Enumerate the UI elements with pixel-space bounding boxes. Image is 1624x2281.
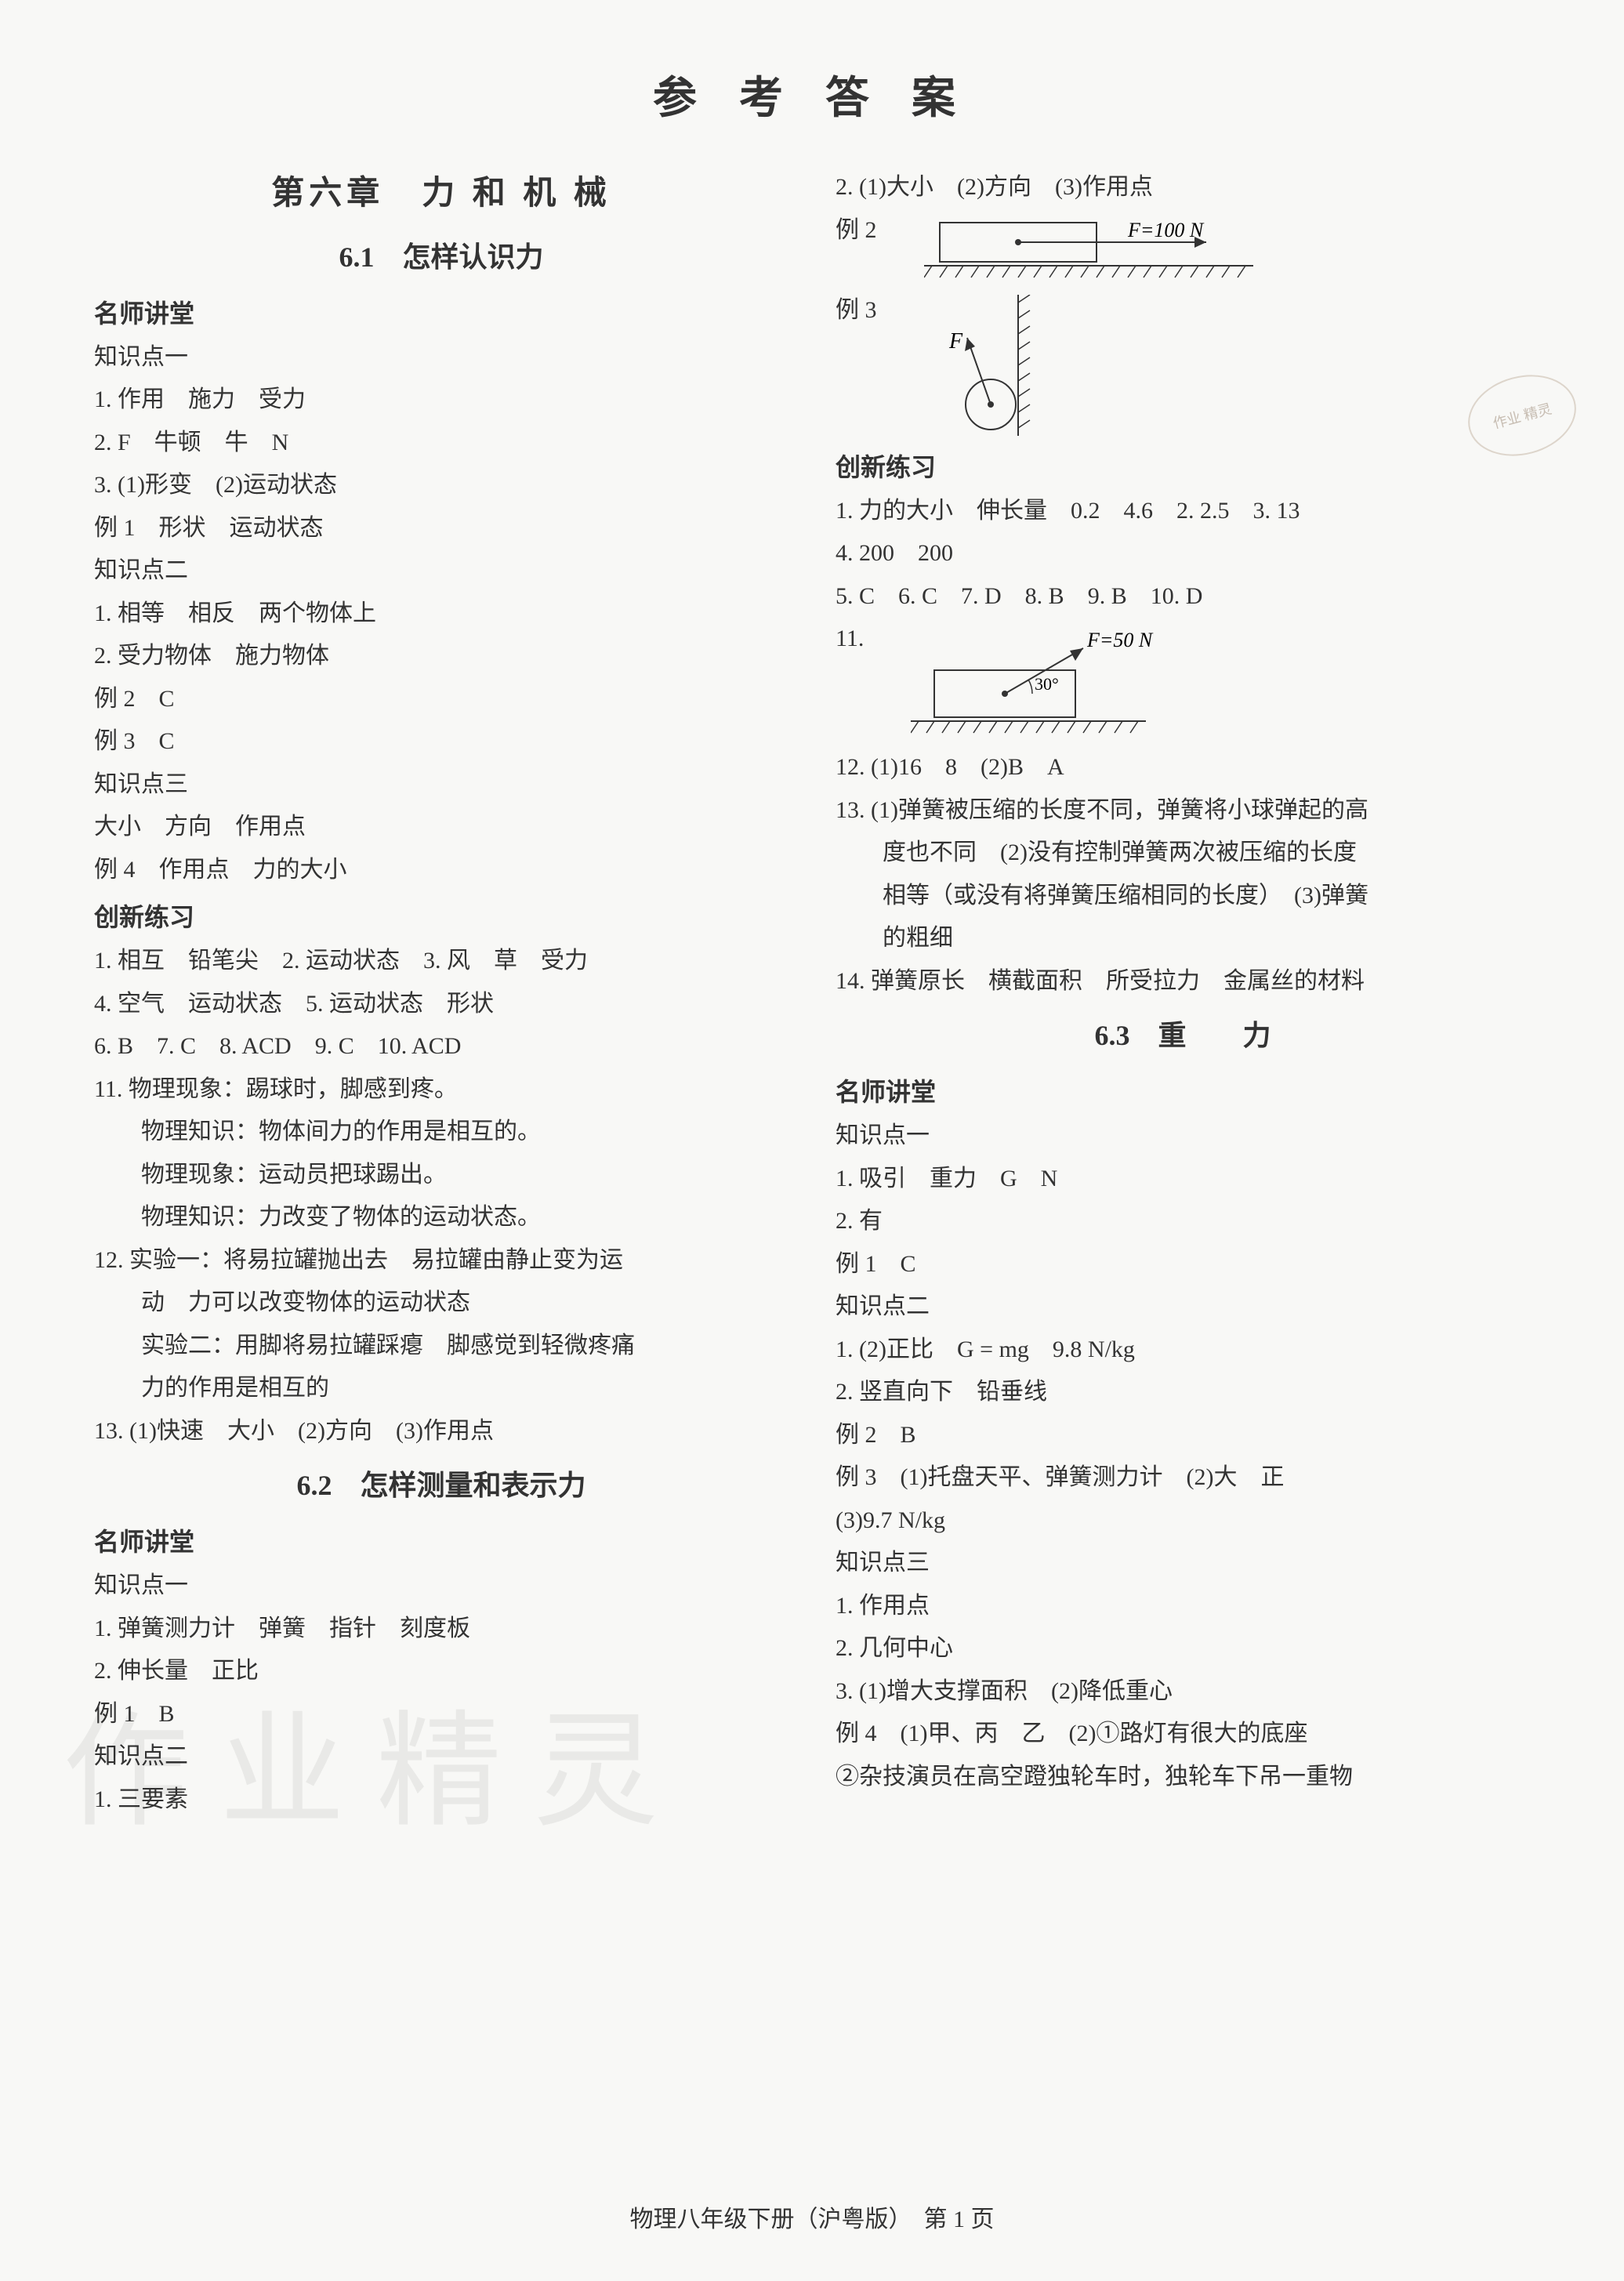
ans-line: 例 3 C [94, 721, 788, 763]
kp2: 知识点二 [836, 1286, 1530, 1328]
ans-line: 例 4 作用点 力的大小 [94, 850, 788, 891]
kp1: 知识点一 [94, 337, 788, 379]
ans-line: 2. (1)大小 (2)方向 (3)作用点 [836, 167, 1530, 209]
angle-label: 30° [1035, 674, 1059, 694]
ans-line: 力的作用是相互的 [94, 1368, 788, 1409]
ans-line: 大小 方向 作用点 [94, 807, 788, 848]
ans-line: 3. (1)形变 (2)运动状态 [94, 465, 788, 506]
example-2-label: 例 2 [836, 210, 877, 252]
ans-line: 4. 200 200 [836, 533, 1530, 575]
ans-line: 例 1 B [94, 1694, 788, 1735]
page: 参 考 答 案 第六章 力 和 机 械 6.1 怎样认识力 名师讲堂 知识点一 … [0, 0, 1624, 2281]
ans-line: 例 2 B [836, 1415, 1530, 1456]
ans-line: 2. 几何中心 [836, 1628, 1530, 1670]
ans-line: 11. 物理现象：踢球时，脚感到疼。 [94, 1069, 788, 1111]
ans-line: 1. 三要素 [94, 1779, 788, 1821]
heading-msjt: 名师讲堂 [836, 1070, 1530, 1114]
ans-line: 相等（或没有将弹簧压缩相同的长度） (3)弹簧 [836, 876, 1530, 917]
ans-line: 例 4 (1)甲、丙 乙 (2)①路灯有很大的底座 [836, 1713, 1530, 1755]
ans-line: 1. (2)正比 G = mg 9.8 N/kg [836, 1329, 1530, 1371]
kp3: 知识点三 [94, 764, 788, 806]
ans-line: 2. 伸长量 正比 [94, 1651, 788, 1692]
ans-line: 5. C 6. C 7. D 8. B 9. B 10. D [836, 576, 1530, 618]
force-label: F=100 N [1127, 219, 1205, 241]
ans-line: 1. 弹簧测力计 弹簧 指针 刻度板 [94, 1608, 788, 1650]
ans-line: 13. (1)快速 大小 (2)方向 (3)作用点 [94, 1411, 788, 1452]
ans-line: 1. 力的大小 伸长量 0.2 4.6 2. 2.5 3. 13 [836, 491, 1530, 532]
ans-line: 14. 弹簧原长 横截面积 所受拉力 金属丝的材料 [836, 961, 1530, 1003]
right-column: 2. (1)大小 (2)方向 (3)作用点 例 2 F=100 N [836, 165, 1530, 1822]
heading-msjt: 名师讲堂 [94, 292, 788, 335]
kp1: 知识点一 [94, 1565, 788, 1607]
ans-line: 1. 相等 相反 两个物体上 [94, 593, 788, 635]
section-6-3-title: 6.3 重 力 [836, 1011, 1530, 1061]
q11-label: 11. [836, 618, 864, 660]
ans-line: 12. 实验一：将易拉罐抛出去 易拉罐由静止变为运 [94, 1240, 788, 1282]
diagram-q11: 30° F=50 N [911, 623, 1224, 741]
section-6-1-title: 6.1 怎样认识力 [94, 233, 788, 282]
section-6-2-title: 6.2 怎样测量和表示力 [94, 1461, 788, 1510]
kp2: 知识点二 [94, 550, 788, 592]
ans-line: 3. (1)增大支撑面积 (2)降低重心 [836, 1671, 1530, 1713]
ans-line: 2. 受力物体 施力物体 [94, 636, 788, 677]
ans-line: 6. B 7. C 8. ACD 9. C 10. ACD [94, 1026, 788, 1068]
ans-line: 例 3 (1)托盘天平、弹簧测力计 (2)大 正 [836, 1457, 1530, 1499]
ans-line: 动 力可以改变物体的运动状态 [94, 1282, 788, 1324]
heading-cxlx: 创新练习 [836, 445, 1530, 489]
ans-line: 2. F 牛顿 牛 N [94, 422, 788, 464]
ans-line: 4. 空气 运动状态 5. 运动状态 形状 [94, 984, 788, 1025]
ans-line: 例 1 形状 运动状态 [94, 508, 788, 549]
heading-cxlx: 创新练习 [94, 895, 788, 939]
kp1: 知识点一 [836, 1115, 1530, 1157]
ans-line: 物理知识：物体间力的作用是相互的。 [94, 1111, 788, 1153]
diagram-example-2: F=100 N [924, 215, 1253, 285]
ans-line: 实验二：用脚将易拉罐踩瘪 脚感觉到轻微疼痛 [94, 1325, 788, 1367]
kp3: 知识点三 [836, 1543, 1530, 1584]
example-3-label: 例 3 [836, 290, 877, 332]
force-label: F=50 N [1086, 629, 1154, 651]
ans-line: 物理知识：力改变了物体的运动状态。 [94, 1197, 788, 1238]
ans-line: ②杂技演员在高空蹬独轮车时，独轮车下吊一重物 [836, 1757, 1530, 1798]
force-label: F [948, 329, 963, 354]
ans-line: 例 1 C [836, 1244, 1530, 1286]
ans-line: 2. 有 [836, 1201, 1530, 1242]
kp2: 知识点二 [94, 1736, 788, 1778]
page-footer: 物理八年级下册（沪粤版） 第 1 页 [0, 2199, 1624, 2234]
content-columns: 第六章 力 和 机 械 6.1 怎样认识力 名师讲堂 知识点一 1. 作用 施力… [94, 165, 1530, 1822]
ans-line: 1. 吸引 重力 G N [836, 1159, 1530, 1200]
ans-line: 的粗细 [836, 918, 1530, 959]
ans-line: 2. 竖直向下 铅垂线 [836, 1372, 1530, 1413]
ans-line: 12. (1)16 8 (2)B A [836, 747, 1530, 789]
page-title: 参 考 答 案 [94, 63, 1530, 126]
ans-line: 例 2 C [94, 679, 788, 720]
heading-msjt: 名师讲堂 [94, 1520, 788, 1564]
ans-line: 1. 作用 施力 受力 [94, 379, 788, 421]
ans-line: 13. (1)弹簧被压缩的长度不同，弹簧将小球弹起的高 [836, 790, 1530, 832]
chapter-title: 第六章 力 和 机 械 [94, 165, 788, 223]
ans-line: 度也不同 (2)没有控制弹簧两次被压缩的长度 [836, 832, 1530, 874]
diagram-example-3: F [924, 295, 1128, 436]
left-column: 第六章 力 和 机 械 6.1 怎样认识力 名师讲堂 知识点一 1. 作用 施力… [94, 165, 788, 1822]
ans-line: (3)9.7 N/kg [836, 1500, 1530, 1542]
ans-line: 1. 相互 铅笔尖 2. 运动状态 3. 风 草 受力 [94, 941, 788, 982]
ans-line: 1. 作用点 [836, 1586, 1530, 1627]
ans-line: 物理现象：运动员把球踢出。 [94, 1155, 788, 1196]
